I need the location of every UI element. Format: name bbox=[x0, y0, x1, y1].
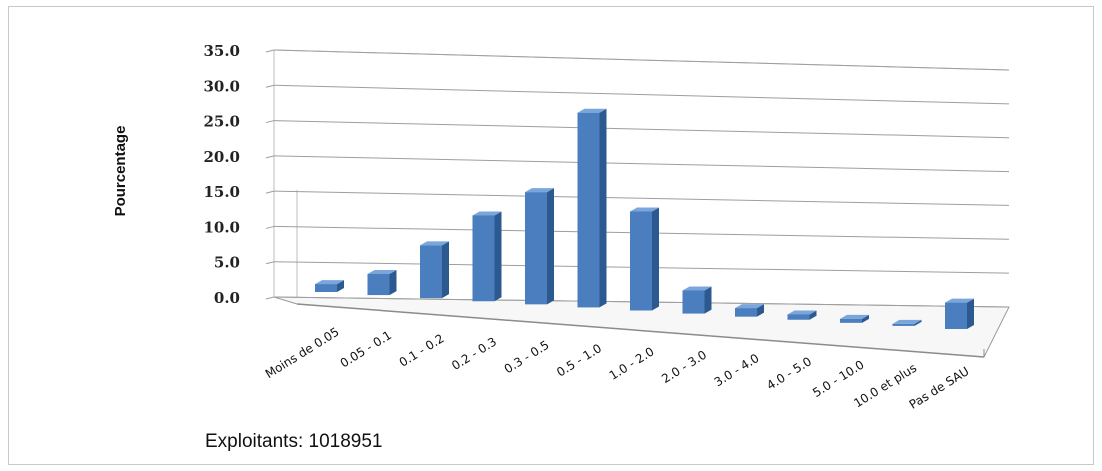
bar-1-0-2-0 bbox=[630, 207, 659, 311]
gridlines bbox=[265, 49, 1010, 308]
y-tick-label-4: 20.0 bbox=[203, 148, 240, 166]
x-label-0-2-0-3: 0.2 - 0.3 bbox=[449, 335, 499, 373]
tick-mark-5 bbox=[265, 120, 275, 124]
gridline-6 bbox=[273, 84, 1010, 105]
y-tick-label-2: 10.0 bbox=[203, 218, 240, 236]
bar-front bbox=[420, 245, 442, 299]
bar-front bbox=[577, 112, 600, 308]
bar-0-3-0-5 bbox=[525, 188, 554, 305]
bar-front bbox=[682, 290, 705, 314]
tick-mark-2 bbox=[265, 225, 275, 229]
y-tick-label-1: 5.0 bbox=[214, 254, 240, 272]
bar-front bbox=[315, 284, 337, 292]
tick-mark-4 bbox=[265, 155, 275, 159]
tick-mark-1 bbox=[265, 261, 275, 265]
x-label-2-0-3-0: 2.0 - 3.0 bbox=[659, 348, 709, 386]
bars bbox=[315, 108, 974, 329]
bar-front bbox=[525, 192, 547, 305]
x-label-0-5-1-0: 0.5 - 1.0 bbox=[554, 341, 604, 379]
x-label-0-05-0-1: 0.05 - 0.1 bbox=[338, 328, 394, 370]
bar-chart-3d: 0.0 5.0 10.0 15.0 20.0 25.0 30.0 35.0 Moins de … bbox=[112, 42, 1010, 452]
bar-top bbox=[892, 319, 922, 324]
bar-side bbox=[967, 298, 974, 329]
exploitants-annotation: Exploitants: 1018951 bbox=[205, 431, 382, 452]
bar-0-05-0-1 bbox=[367, 269, 397, 296]
tick-mark-3 bbox=[265, 190, 275, 194]
x-label-moins-de-0-05: Moins de 0.05 bbox=[263, 325, 342, 382]
bar-front bbox=[735, 308, 757, 317]
bar-5-0-10-0 bbox=[840, 314, 869, 323]
bar-top bbox=[367, 269, 397, 274]
bar-side bbox=[862, 314, 869, 323]
bar-pas-de-sau bbox=[945, 298, 974, 329]
bar-top bbox=[472, 211, 502, 216]
bar-side bbox=[704, 286, 712, 314]
bar-front bbox=[840, 318, 862, 323]
y-tick-label-5: 25.0 bbox=[203, 113, 240, 131]
bar-front bbox=[892, 323, 915, 326]
bar-top bbox=[420, 241, 449, 246]
y-axis-ticks: 0.0 5.0 10.0 15.0 20.0 25.0 30.0 35.0 bbox=[203, 42, 240, 307]
bar-front bbox=[787, 314, 810, 320]
x-label-1-0-2-0: 1.0 - 2.0 bbox=[607, 344, 657, 382]
bar-side bbox=[809, 310, 817, 320]
gridline-3 bbox=[273, 190, 1010, 206]
y-tick-label-3: 15.0 bbox=[203, 183, 240, 201]
bar-front bbox=[367, 273, 390, 296]
tick-mark-0 bbox=[265, 296, 275, 300]
gridline-5 bbox=[273, 120, 1010, 139]
bar-side bbox=[652, 207, 659, 311]
bar-3-0-4-0 bbox=[735, 304, 764, 317]
bar-front bbox=[472, 215, 495, 302]
bar-top bbox=[840, 314, 869, 319]
tick-mark-6 bbox=[265, 84, 275, 88]
chart-frame: 0.0 5.0 10.0 15.0 20.0 25.0 30.0 35.0 Moins de … bbox=[8, 6, 1094, 465]
x-label-0-1-0-2: 0.1 - 0.2 bbox=[397, 331, 447, 369]
floor-front-edge bbox=[296, 303, 985, 358]
bar-top bbox=[315, 280, 344, 285]
bar-side bbox=[494, 211, 502, 302]
bar-4-0-5-0 bbox=[787, 310, 817, 320]
bar-0-2-0-3 bbox=[472, 211, 502, 302]
y-tick-label-7: 35.0 bbox=[203, 42, 240, 60]
bar-0-1-0-2 bbox=[420, 241, 449, 299]
bar-top bbox=[577, 108, 607, 113]
bar-side bbox=[757, 304, 764, 317]
bar-moins-de-0-05 bbox=[315, 280, 344, 292]
bar-side bbox=[442, 241, 449, 299]
x-label-4-0-5-0: 4.0 - 5.0 bbox=[764, 354, 814, 392]
tick-mark-7 bbox=[265, 49, 275, 53]
bar-side bbox=[914, 319, 922, 326]
bar-top bbox=[945, 298, 974, 303]
y-tick-label-0: 0.0 bbox=[214, 289, 240, 307]
bar-side bbox=[547, 188, 554, 305]
bar-top bbox=[787, 310, 817, 315]
x-label-0-3-0-5: 0.3 - 0.5 bbox=[502, 338, 552, 376]
bar-0-5-1-0 bbox=[577, 108, 607, 308]
bar-front bbox=[945, 302, 967, 329]
x-label-3-0-4-0: 3.0 - 4.0 bbox=[712, 351, 762, 389]
bar-top bbox=[682, 286, 712, 291]
y-tick-label-6: 30.0 bbox=[203, 77, 240, 95]
bar-10-0-et-plus bbox=[892, 319, 922, 326]
bar-top bbox=[735, 304, 764, 309]
bar-side bbox=[389, 269, 397, 296]
bar-side bbox=[599, 108, 607, 308]
bar-front bbox=[630, 211, 652, 311]
bar-side bbox=[337, 280, 344, 292]
y-axis-label: Pourcentage bbox=[112, 126, 129, 217]
bar-top bbox=[630, 207, 659, 212]
gridline-4 bbox=[273, 155, 1010, 173]
bar-top bbox=[525, 188, 554, 193]
gridline-7 bbox=[273, 49, 1010, 71]
bar-2-0-3-0 bbox=[682, 286, 712, 314]
